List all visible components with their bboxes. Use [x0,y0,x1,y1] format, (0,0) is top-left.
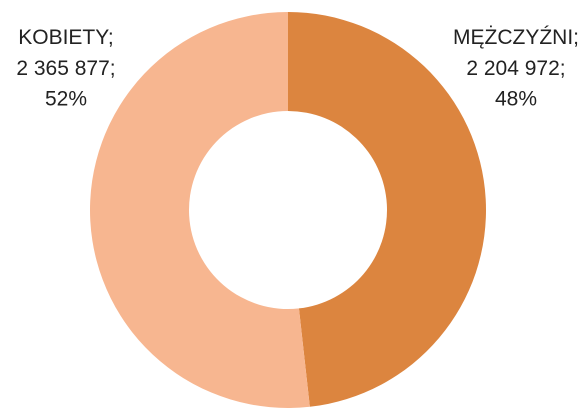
separator: ; [110,57,116,80]
donut-slice [90,12,310,408]
separator: ; [560,57,566,80]
separator: ; [108,26,114,49]
slice-label: 2 365 877; [16,57,115,80]
slice-label: MĘŻCZYŹNI; [453,26,579,49]
value-label: 2 365 877 [16,57,109,80]
donut-slice [288,12,487,407]
category-name: MĘŻCZYŹNI [453,26,573,49]
separator: ; [573,26,579,49]
percent-label: 52% [45,88,87,111]
percent-label: 48% [495,88,537,111]
slice-label: 2 204 972; [466,57,565,80]
slice-label: KOBIETY; [18,26,114,49]
category-name: KOBIETY [18,26,109,49]
value-label: 2 204 972 [466,57,559,80]
